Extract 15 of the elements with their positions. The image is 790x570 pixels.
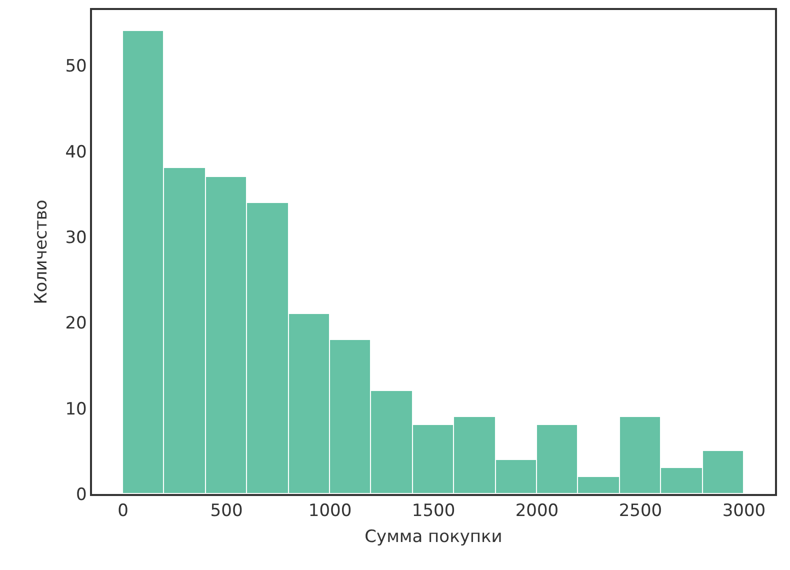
x-tick-label: 1500 <box>412 501 456 522</box>
y-tick-label: 50 <box>65 56 87 77</box>
x-tick-label: 0 <box>118 501 128 522</box>
x-tick-label: 2500 <box>618 501 662 522</box>
x-tick-label: 500 <box>210 501 243 522</box>
y-tick-label: 20 <box>65 314 87 334</box>
y-axis-title: Количество <box>31 200 52 304</box>
y-tick-label: 0 <box>76 484 87 505</box>
x-tick-label: 1000 <box>308 501 352 522</box>
x-tick-label: 2000 <box>515 501 559 522</box>
y-tick-label: 30 <box>65 228 87 248</box>
x-tick-label: 3000 <box>722 501 766 522</box>
y-tick-label: 10 <box>65 399 87 420</box>
x-axis-title: Сумма покупки <box>364 527 502 548</box>
y-tick-label: 40 <box>65 142 87 162</box>
